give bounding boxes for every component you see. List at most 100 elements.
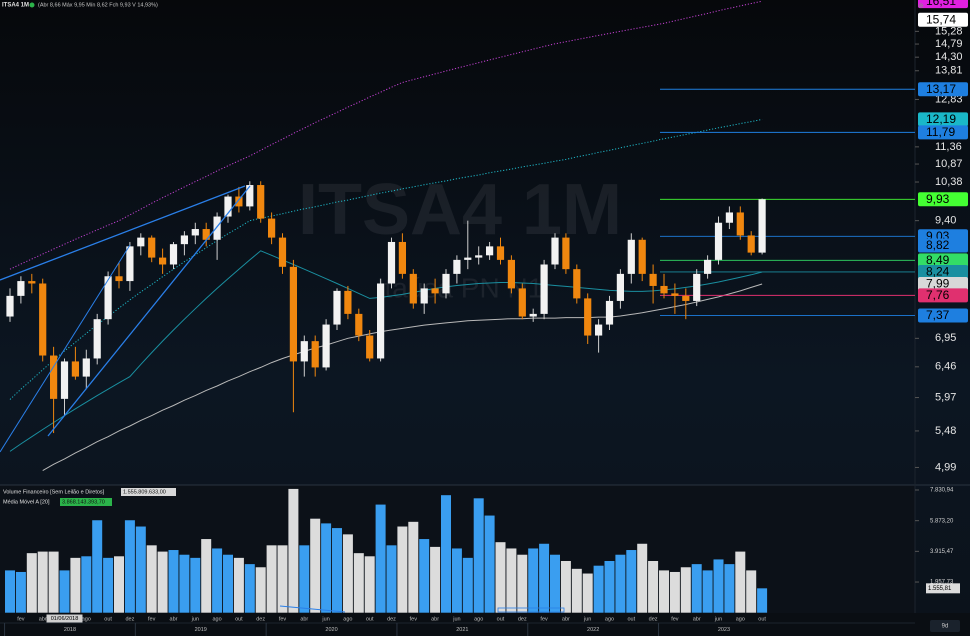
price-tag-label: 9,93 (926, 192, 950, 206)
candle-body (289, 266, 297, 362)
x-tick-label: fev (279, 616, 287, 622)
volume-bar (659, 570, 669, 613)
candle-body (387, 241, 396, 284)
volume-bar (451, 548, 462, 613)
price-tag (918, 253, 968, 268)
x-tick-label: abr (300, 616, 308, 622)
candle-body (71, 361, 79, 377)
candle-body (28, 281, 36, 284)
volume-bar (135, 526, 146, 613)
candle-body (115, 276, 123, 282)
volume-bar (691, 564, 702, 613)
candle-body (148, 237, 156, 258)
status-dot (29, 2, 35, 8)
period-button-label[interactable]: 9d (942, 624, 949, 630)
candle-body (453, 259, 461, 274)
volume-bar (223, 554, 233, 613)
candle-body (584, 298, 592, 336)
volume-bar (15, 571, 26, 613)
candle-body (169, 244, 178, 265)
candle-body (562, 237, 570, 270)
y-tick-label: 10,87 (935, 158, 963, 170)
candle-body (682, 295, 690, 301)
volume-bar (288, 488, 299, 613)
x-tick-label: out (104, 616, 112, 622)
price-tag-label: 12,19 (926, 112, 956, 126)
volume-bar (299, 545, 310, 613)
x-tick-label: out (235, 616, 243, 622)
plot-area: 4,99 5,48 5,97 6,46 6,95 9,40 10,38 10,87 11,36 1… (4, 0, 968, 636)
candle-body (507, 259, 515, 289)
volume-bar (266, 545, 277, 613)
x-tick-label: ago (213, 616, 222, 622)
volume-bar (637, 543, 648, 613)
x-tick-label: fev (410, 616, 418, 622)
volume-bar (724, 564, 735, 613)
volume-current-label: 1.555,81 (928, 586, 952, 592)
candle-body (595, 324, 603, 336)
price-tag (918, 192, 968, 207)
y-tick-label: 5,97 (935, 391, 956, 403)
volume-bar (593, 565, 604, 613)
candle-body (442, 273, 450, 294)
price-tag (918, 0, 968, 9)
candle-body (551, 237, 559, 265)
candle-body (268, 218, 276, 238)
price-tag-label: 8,49 (926, 253, 950, 267)
trendline (279, 605, 346, 613)
candle-body (431, 288, 439, 294)
volume-tick-label: 5.873,20 (930, 518, 954, 524)
volume-bar (571, 568, 582, 613)
price-tag-label: 15,74 (926, 12, 956, 26)
x-tick-label: dez (518, 616, 527, 622)
chart-title: ITSA4 1M (2, 3, 29, 9)
volume-bar (26, 553, 37, 613)
settings-icon[interactable]: ⊕ (918, 3, 924, 10)
x-tick-label: jun (321, 616, 329, 622)
volume-bar (680, 567, 691, 613)
candle-body (39, 283, 47, 356)
price-tag (918, 125, 968, 140)
time-axis (0, 613, 970, 636)
volume-bar (353, 553, 364, 613)
candle-body (660, 285, 668, 294)
volume-bar (669, 571, 680, 613)
volume-bar (168, 550, 179, 613)
candle-body (224, 196, 232, 217)
x-tick-label: dez (649, 616, 658, 622)
volume-bar (386, 545, 397, 613)
candle-body (126, 246, 134, 282)
volume-bar (37, 551, 48, 613)
volume-bar (713, 559, 724, 613)
moving-average-line (42, 283, 763, 472)
candle-body (344, 290, 352, 314)
volume-bar (735, 551, 746, 613)
candle-body (257, 185, 265, 219)
volume-bar (484, 515, 495, 613)
candle-body (518, 288, 526, 317)
price-tag-label: 16,51 (926, 0, 956, 8)
candle-body (398, 241, 406, 274)
volume-bar (48, 551, 59, 613)
volume-bar (70, 557, 81, 613)
period-button[interactable] (930, 620, 960, 632)
volume-tick-label: 1.957,73 (930, 580, 954, 586)
volume-bar (277, 545, 288, 613)
volume-bar (604, 560, 615, 613)
candle-body (540, 264, 548, 314)
volume-bar (375, 504, 386, 613)
volume-bar (244, 564, 255, 613)
x-tick-label: dez (387, 616, 396, 622)
candle-body (573, 269, 581, 299)
volume-bar (441, 495, 451, 613)
year-label: 2018 (64, 627, 76, 633)
volume-bar (179, 554, 190, 613)
price-tag-label: 7,37 (926, 308, 950, 322)
price-tag-label: 11,79 (926, 125, 955, 139)
y-tick-label: 15,28 (935, 25, 963, 37)
x-tick-label: ago (82, 616, 91, 622)
candle-body (627, 239, 635, 274)
candle-body (638, 239, 646, 274)
x-tick-label: out (497, 616, 505, 622)
